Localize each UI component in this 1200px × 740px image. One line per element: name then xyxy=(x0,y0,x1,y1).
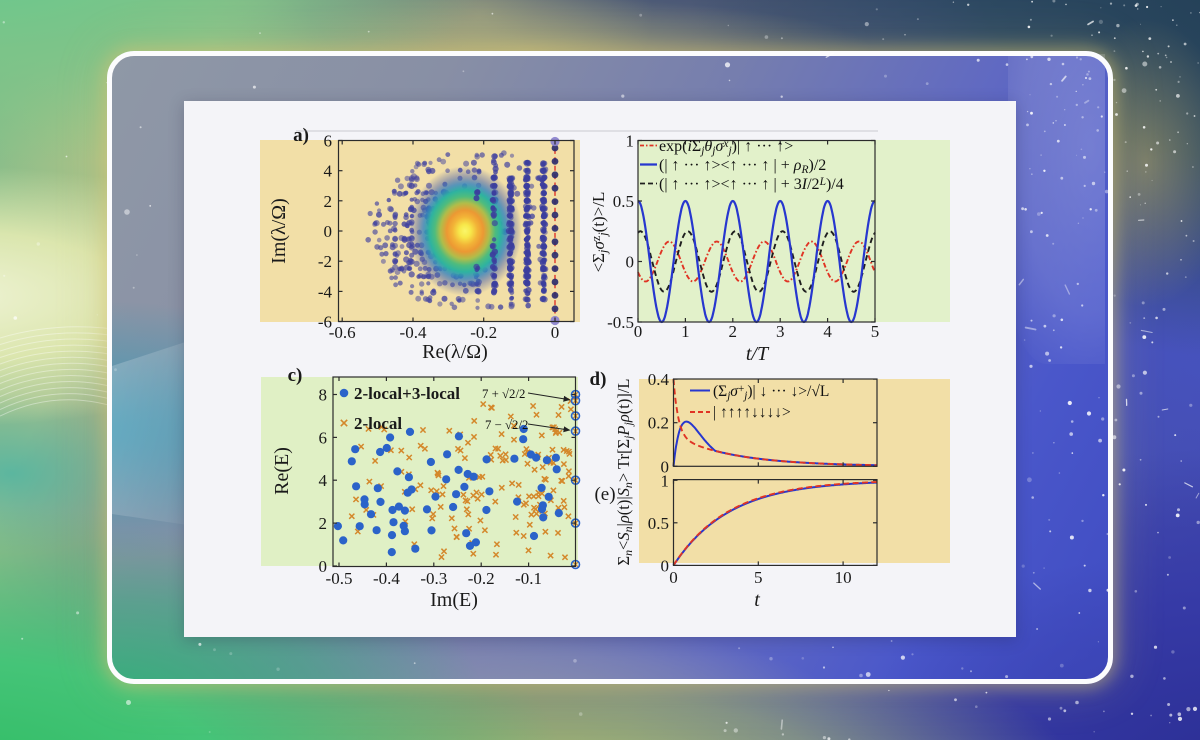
svg-text:-4: -4 xyxy=(318,282,333,301)
svg-text:c): c) xyxy=(288,365,303,386)
svg-text:0.4: 0.4 xyxy=(648,370,670,389)
svg-text:-0.4: -0.4 xyxy=(373,569,400,588)
svg-text:0: 0 xyxy=(319,557,328,576)
svg-text:6: 6 xyxy=(324,132,333,151)
svg-text:0: 0 xyxy=(551,323,560,342)
svg-text:-0.5: -0.5 xyxy=(326,569,353,588)
svg-text:0: 0 xyxy=(661,556,670,575)
svg-text:5: 5 xyxy=(754,568,763,587)
svg-text:exp(iΣjθjσxj)| ↑ ··· ↑>: exp(iΣjθjσxj)| ↑ ··· ↑> xyxy=(659,138,793,157)
svg-text:(| ↑ ··· ↑><↑ ··· ↑ | + ρR)/2: (| ↑ ··· ↑><↑ ··· ↑ | + ρR)/2 xyxy=(659,157,826,176)
svg-text:Im(E): Im(E) xyxy=(430,589,478,611)
svg-text:0: 0 xyxy=(661,457,670,476)
svg-text:1: 1 xyxy=(661,471,670,490)
svg-text:(Σjσ+j)| ↓ ··· ↓>/√L: (Σjσ+j)| ↓ ··· ↓>/√L xyxy=(713,383,829,402)
svg-text:1: 1 xyxy=(626,132,635,151)
svg-text:2: 2 xyxy=(319,514,328,533)
svg-text:-0.1: -0.1 xyxy=(515,569,542,588)
svg-text:4: 4 xyxy=(823,322,832,341)
svg-text:t/T: t/T xyxy=(746,343,770,365)
svg-text:2-local: 2-local xyxy=(354,414,402,433)
svg-text:(e): (e) xyxy=(594,484,615,505)
svg-text:3: 3 xyxy=(776,322,785,341)
svg-text:Im(λ/Ω): Im(λ/Ω) xyxy=(268,198,290,264)
svg-text:Re(λ/Ω): Re(λ/Ω) xyxy=(422,341,488,363)
svg-text:-0.2: -0.2 xyxy=(468,569,495,588)
svg-text:2: 2 xyxy=(729,322,738,341)
svg-text:0: 0 xyxy=(669,568,678,587)
svg-text:| ↑↑↑↑↓↓↓↓>: | ↑↑↑↑↓↓↓↓> xyxy=(713,404,791,421)
svg-text:a): a) xyxy=(293,125,309,146)
svg-text:Σn<Sn|ρ(t)|Sn> Tr[ΣjPjρ(t)]/L: Σn<Sn|ρ(t)|Sn> Tr[ΣjPjρ(t)]/L xyxy=(614,378,635,565)
svg-text:-0.4: -0.4 xyxy=(400,323,427,342)
svg-text:-6: -6 xyxy=(318,313,332,332)
svg-text:0: 0 xyxy=(626,253,635,272)
svg-text:-0.6: -0.6 xyxy=(329,323,356,342)
svg-text:t: t xyxy=(754,589,760,611)
svg-text:0.5: 0.5 xyxy=(613,192,634,211)
svg-text:-0.2: -0.2 xyxy=(470,323,497,342)
svg-text:d): d) xyxy=(590,369,607,390)
svg-text:-0.5: -0.5 xyxy=(607,313,634,332)
svg-text:5: 5 xyxy=(871,322,880,341)
svg-text:6: 6 xyxy=(319,428,328,447)
svg-text:10: 10 xyxy=(835,568,852,587)
svg-text:0.5: 0.5 xyxy=(648,514,669,533)
svg-text:2: 2 xyxy=(324,192,333,211)
svg-text:Re(E): Re(E) xyxy=(271,447,293,495)
svg-text:7 + √2/2: 7 + √2/2 xyxy=(482,387,525,401)
svg-text:4: 4 xyxy=(324,162,333,181)
svg-text:-2: -2 xyxy=(318,252,332,271)
svg-text:-0.3: -0.3 xyxy=(420,569,447,588)
svg-text:0: 0 xyxy=(324,222,333,241)
svg-text:2-local+3-local: 2-local+3-local xyxy=(354,384,460,403)
svg-text:7 − √2/2: 7 − √2/2 xyxy=(485,418,528,432)
svg-text:0: 0 xyxy=(634,322,643,341)
svg-text:1: 1 xyxy=(681,322,690,341)
svg-text:8: 8 xyxy=(319,386,328,405)
svg-text:4: 4 xyxy=(319,471,328,490)
svg-text:0.2: 0.2 xyxy=(648,414,669,433)
svg-text:(| ↑ ··· ↑><↑ ··· ↑ | + 3I/2L): (| ↑ ··· ↑><↑ ··· ↑ | + 3I/2L)/4 xyxy=(659,176,844,193)
svg-text:<Σjσzj(t)>/L: <Σjσzj(t)>/L xyxy=(589,192,610,273)
